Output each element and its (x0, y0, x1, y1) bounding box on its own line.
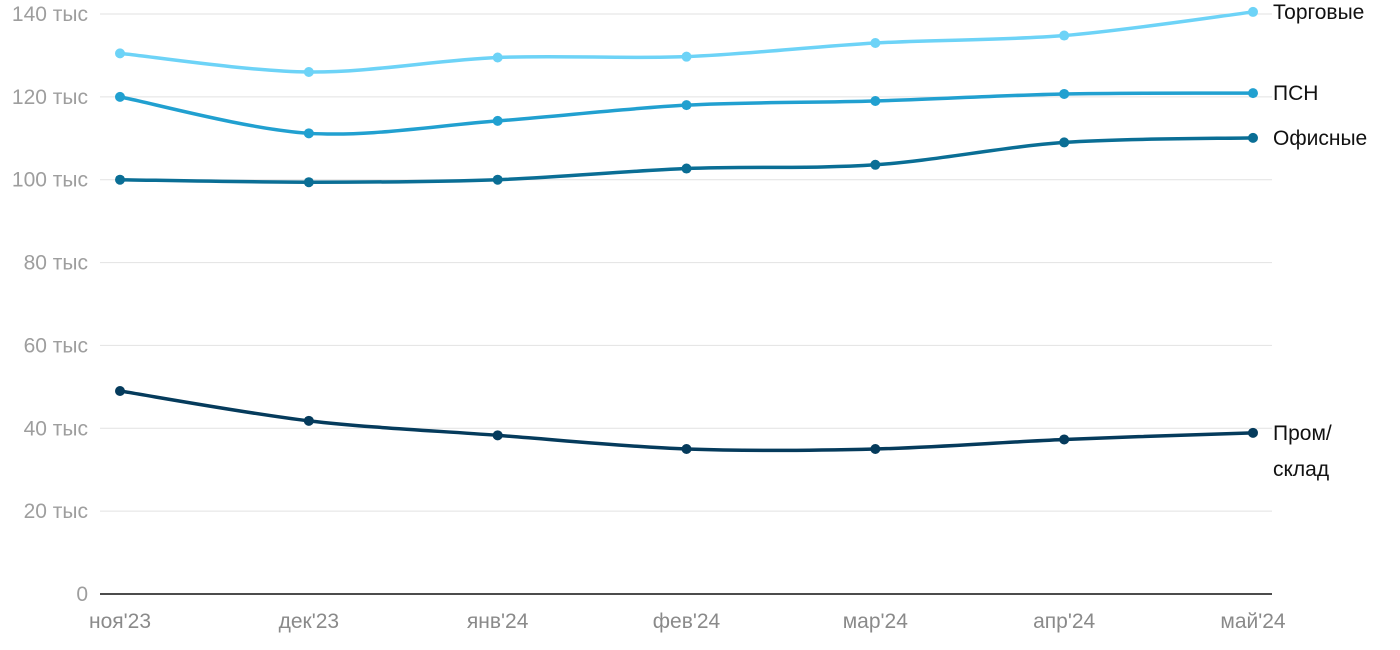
series-label-line: склад (1273, 458, 1329, 481)
y-tick-label: 0 (76, 583, 88, 606)
y-tick-label: 60 тыс (24, 334, 88, 357)
data-point (115, 174, 125, 185)
data-point (1059, 137, 1070, 148)
data-point (1059, 88, 1070, 99)
data-point (681, 100, 692, 111)
data-point (303, 128, 314, 139)
x-tick-label: май'24 (1220, 610, 1286, 633)
data-point (115, 91, 125, 102)
y-tick-label: 80 тыс (24, 252, 88, 275)
series-label: Офисные (1273, 127, 1367, 150)
series-label: Торговые (1273, 1, 1364, 24)
data-point (492, 430, 503, 441)
data-point (492, 52, 503, 63)
series-line (118, 389, 1255, 453)
series-label-line: ПСН (1273, 82, 1318, 105)
series-line (118, 91, 1255, 136)
series-0 (115, 6, 1258, 77)
data-point (1248, 6, 1258, 17)
data-point (681, 444, 692, 454)
series-line (118, 10, 1255, 74)
data-point (303, 415, 314, 426)
gridlines (100, 13, 1272, 512)
x-axis-tick-labels: ноя'23 дек'23 янв'24 фев'24 мар'24 апр'24 май'… (89, 610, 1286, 633)
series-group (115, 6, 1258, 454)
series-label: Пром/склад (1273, 422, 1332, 481)
x-tick-label: янв'24 (467, 610, 529, 633)
x-tick-label: мар'24 (843, 610, 908, 633)
series-1 (115, 88, 1258, 139)
data-point (303, 177, 314, 188)
data-point (1059, 30, 1070, 41)
series-labels: Торговые ПСН Офисные Пром/склад (1273, 1, 1367, 481)
data-point (492, 115, 503, 126)
data-point (1059, 434, 1070, 445)
data-point (870, 38, 881, 48)
y-axis-tick-labels: 0 20 тыс 40 тыс 60 тыс 80 тыс 100 тыс 120 тыс 1… (12, 3, 88, 606)
y-tick-label: 140 тыс (12, 3, 88, 26)
series-label-line: Пром/ (1273, 422, 1332, 445)
data-point (1248, 132, 1258, 143)
series-2 (115, 132, 1258, 188)
series-label-line: Офисные (1273, 127, 1367, 150)
data-point (870, 444, 881, 454)
series-label-line: Торговые (1273, 1, 1364, 24)
data-point (870, 96, 881, 106)
x-tick-label: апр'24 (1033, 610, 1095, 633)
data-point (1248, 427, 1258, 438)
series-line (118, 136, 1255, 184)
data-point (681, 51, 692, 62)
data-point (870, 159, 881, 170)
series-label: ПСН (1273, 82, 1318, 105)
y-tick-label: 20 тыс (24, 500, 88, 523)
x-tick-label: ноя'23 (89, 610, 151, 633)
data-point (115, 386, 125, 396)
data-point (303, 67, 314, 77)
data-point (115, 48, 125, 59)
data-point (492, 174, 503, 185)
x-tick-label: фев'24 (653, 610, 721, 633)
x-tick-label: дек'23 (279, 610, 340, 633)
y-tick-label: 120 тыс (12, 86, 88, 109)
data-point (1248, 88, 1258, 99)
data-point (681, 163, 692, 174)
y-tick-label: 40 тыс (24, 417, 88, 440)
series-3 (115, 386, 1258, 454)
y-tick-label: 100 тыс (12, 169, 88, 192)
